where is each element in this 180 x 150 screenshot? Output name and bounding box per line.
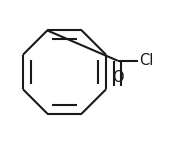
Text: Cl: Cl bbox=[139, 53, 153, 68]
Text: O: O bbox=[112, 70, 123, 85]
